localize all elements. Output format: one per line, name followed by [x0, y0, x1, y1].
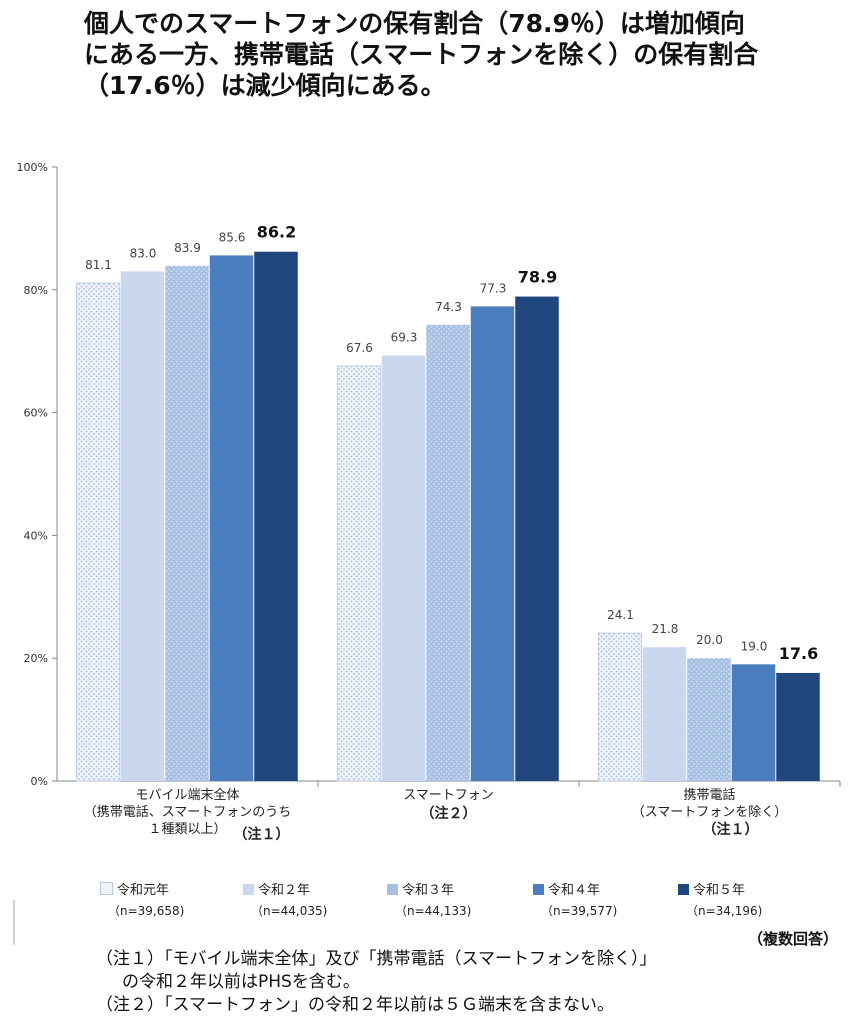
- category-label-line: スマートフォン: [403, 788, 494, 803]
- y-tick-label: 0%: [31, 775, 48, 788]
- data-label: 67.6: [346, 341, 373, 355]
- legend-label: 令和元年: [117, 883, 170, 898]
- data-label: 74.3: [435, 300, 462, 314]
- data-label: 19.0: [741, 639, 768, 653]
- legend-item: 令和４年 （n=39,577): [533, 879, 617, 919]
- bar: [426, 324, 470, 781]
- legend-label: 令和３年: [402, 883, 455, 898]
- legend-label: 令和５年: [693, 883, 746, 898]
- data-label: 24.1: [607, 608, 634, 622]
- footnote-2: （注２）「スマートフォン」の令和２年以前は５Ｇ端末を含まない。: [96, 995, 614, 1015]
- category-label: 携帯電話 （スマートフォンを除く） （注１）: [580, 787, 840, 838]
- data-label: 81.1: [85, 258, 112, 272]
- bar: [776, 672, 820, 781]
- legend-sample-size: （n=44,035): [251, 904, 328, 918]
- data-label: 17.6: [779, 644, 818, 663]
- legend-sample-size: （n=39,658): [108, 904, 185, 918]
- category-label-line: １種類以上）: [148, 822, 227, 837]
- data-label: 83.0: [130, 246, 157, 260]
- legend-item: 令和２年 （n=44,035): [243, 879, 327, 919]
- legend-sample-size: （n=39,577): [541, 904, 618, 918]
- category-label: モバイル端末全体 （携帯電話、スマートフォンのうち １種類以上） （注１）: [58, 787, 318, 843]
- legend-sample-size: （n=34,196): [686, 904, 763, 918]
- category-label-line: モバイル端末全体: [135, 788, 240, 803]
- y-tick-label: 80%: [24, 284, 48, 297]
- data-label: 69.3: [391, 330, 418, 344]
- title-line-1: 個人でのスマートフォンの保有割合（78.9％）は増加傾向: [84, 9, 745, 38]
- legend-swatch: [678, 884, 689, 895]
- bar: [381, 355, 426, 781]
- category-note: （注２）: [420, 806, 477, 822]
- title-line-3: （17.6％）は減少傾向にある。: [84, 71, 446, 100]
- data-label: 20.0: [696, 633, 723, 647]
- bar: [731, 664, 776, 781]
- category-label-line: （携帯電話、スマートフォンのうち: [83, 805, 292, 820]
- bar: [642, 647, 687, 781]
- data-label: 83.9: [174, 241, 201, 255]
- data-label: 78.9: [518, 268, 557, 287]
- footnote-1: （注１）「モバイル端末全体」及び「携帯電話（スマートフォンを除く）」: [96, 949, 657, 969]
- legend-item: 令和３年 （n=44,133): [387, 879, 471, 919]
- footnote-1-cont: の令和２年以前はPHSを含む。: [122, 972, 360, 992]
- legend-swatch: [533, 884, 544, 895]
- category-note: （注１）: [233, 827, 290, 843]
- legend-swatch: [387, 884, 398, 895]
- bar: [687, 658, 731, 781]
- bar: [254, 251, 298, 781]
- y-tick-label: 20%: [24, 652, 48, 665]
- bar: [470, 306, 515, 781]
- legend-label: 令和２年: [258, 883, 311, 898]
- response-note: （複数回答）: [747, 930, 838, 948]
- bar: [336, 365, 382, 782]
- chart-title: 個人でのスマートフォンの保有割合（78.9％）は増加傾向 にある一方、携帯電話（…: [84, 8, 844, 101]
- legend-item: 令和５年 （n=34,196): [678, 879, 762, 919]
- bar: [165, 265, 209, 781]
- legend-swatch: [100, 882, 113, 895]
- y-tick-label: 40%: [24, 529, 48, 542]
- data-label: 21.8: [652, 622, 679, 636]
- category-label: スマートフォン （注２）: [319, 787, 579, 823]
- bar: [120, 271, 165, 781]
- bar: [597, 632, 643, 782]
- legend-item: 令和元年 （n=39,658): [100, 879, 184, 919]
- title-line-2: にある一方、携帯電話（スマートフォンを除く）の保有割合: [84, 40, 759, 69]
- data-label: 86.2: [257, 223, 296, 242]
- bar: [209, 255, 254, 781]
- legend-swatch: [243, 884, 254, 895]
- category-label-line: 携帯電話: [683, 788, 736, 803]
- y-tick-label: 100%: [17, 161, 48, 174]
- data-label: 77.3: [480, 281, 507, 295]
- data-label: 85.6: [219, 230, 246, 244]
- legend-sample-size: （n=44,133): [395, 904, 472, 918]
- category-note: （注１）: [702, 822, 759, 838]
- category-label-line: （スマートフォンを除く）: [631, 805, 788, 820]
- legend-label: 令和４年: [548, 883, 601, 898]
- bar: [75, 282, 121, 782]
- y-tick-label: 60%: [24, 407, 48, 420]
- bar: [515, 296, 559, 781]
